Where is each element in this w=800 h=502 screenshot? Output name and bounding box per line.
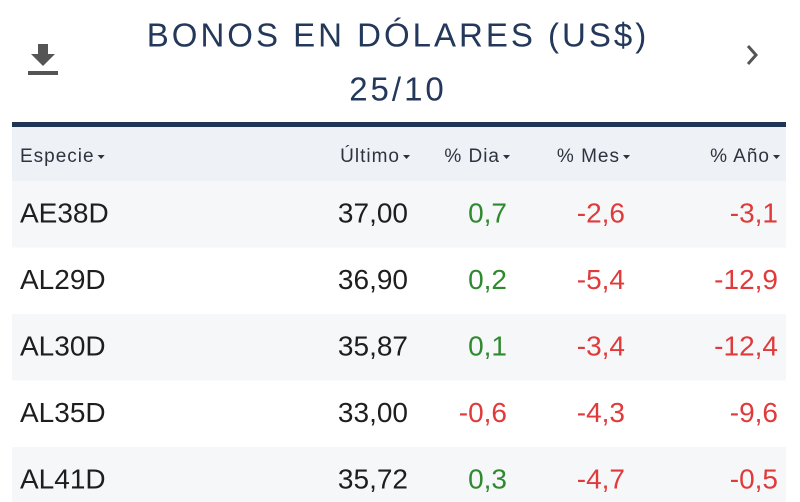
header-divider <box>12 122 786 127</box>
ticker: AL30D <box>20 330 106 361</box>
sort-arrow <box>97 155 105 159</box>
title: BONOS EN DÓLARES (US$) <box>147 17 649 54</box>
cell-value: -3,1 <box>730 197 778 228</box>
cell-value: -5,4 <box>577 264 625 295</box>
cell-value: 0,1 <box>468 330 507 361</box>
download-button[interactable] <box>28 44 58 75</box>
cell-value: 0,7 <box>468 197 507 228</box>
download-bar <box>28 71 58 75</box>
column-header[interactable]: % Año <box>710 146 770 167</box>
cell-value: -12,9 <box>714 264 778 295</box>
table-row <box>12 181 786 248</box>
sort-arrow <box>403 155 410 159</box>
cell-value: 33,00 <box>338 397 408 428</box>
cell-value: 35,72 <box>338 463 408 494</box>
column-header[interactable]: Último <box>340 145 400 167</box>
table-row <box>12 314 786 381</box>
cell-value: -12,4 <box>714 330 778 361</box>
table-row <box>12 447 786 502</box>
column-header-row <box>12 127 786 181</box>
table-row <box>12 247 786 314</box>
download-icon <box>31 44 55 66</box>
table-row <box>12 380 786 447</box>
next-button[interactable] <box>746 45 759 65</box>
ticker: AL29D <box>20 264 106 295</box>
cell-value: 35,87 <box>338 330 408 361</box>
cell-value: -0,5 <box>730 463 778 494</box>
cell-value: -2,6 <box>577 197 625 228</box>
date: 25/10 <box>349 71 447 108</box>
cell-value: 0,3 <box>468 463 507 494</box>
ticker: AL41D <box>20 463 106 494</box>
cell-value: -4,3 <box>577 397 625 428</box>
cell-value: -4,7 <box>577 463 625 494</box>
cell-value: 36,90 <box>338 264 408 295</box>
sort-arrow <box>773 155 780 159</box>
cell-value: -0,6 <box>459 397 507 428</box>
column-header[interactable]: % Dia <box>444 146 500 167</box>
cell-value: -3,4 <box>577 330 625 361</box>
sort-arrow <box>623 155 630 159</box>
column-header[interactable]: % Mes <box>557 146 620 167</box>
cell-value: 37,00 <box>338 197 408 228</box>
cell-value: 0,2 <box>468 264 507 295</box>
ticker: AE38D <box>20 197 109 228</box>
column-header[interactable]: Especie <box>20 146 95 167</box>
ticker: AL35D <box>20 397 106 428</box>
sort-arrow <box>503 155 510 159</box>
cell-value: -9,6 <box>730 397 778 428</box>
